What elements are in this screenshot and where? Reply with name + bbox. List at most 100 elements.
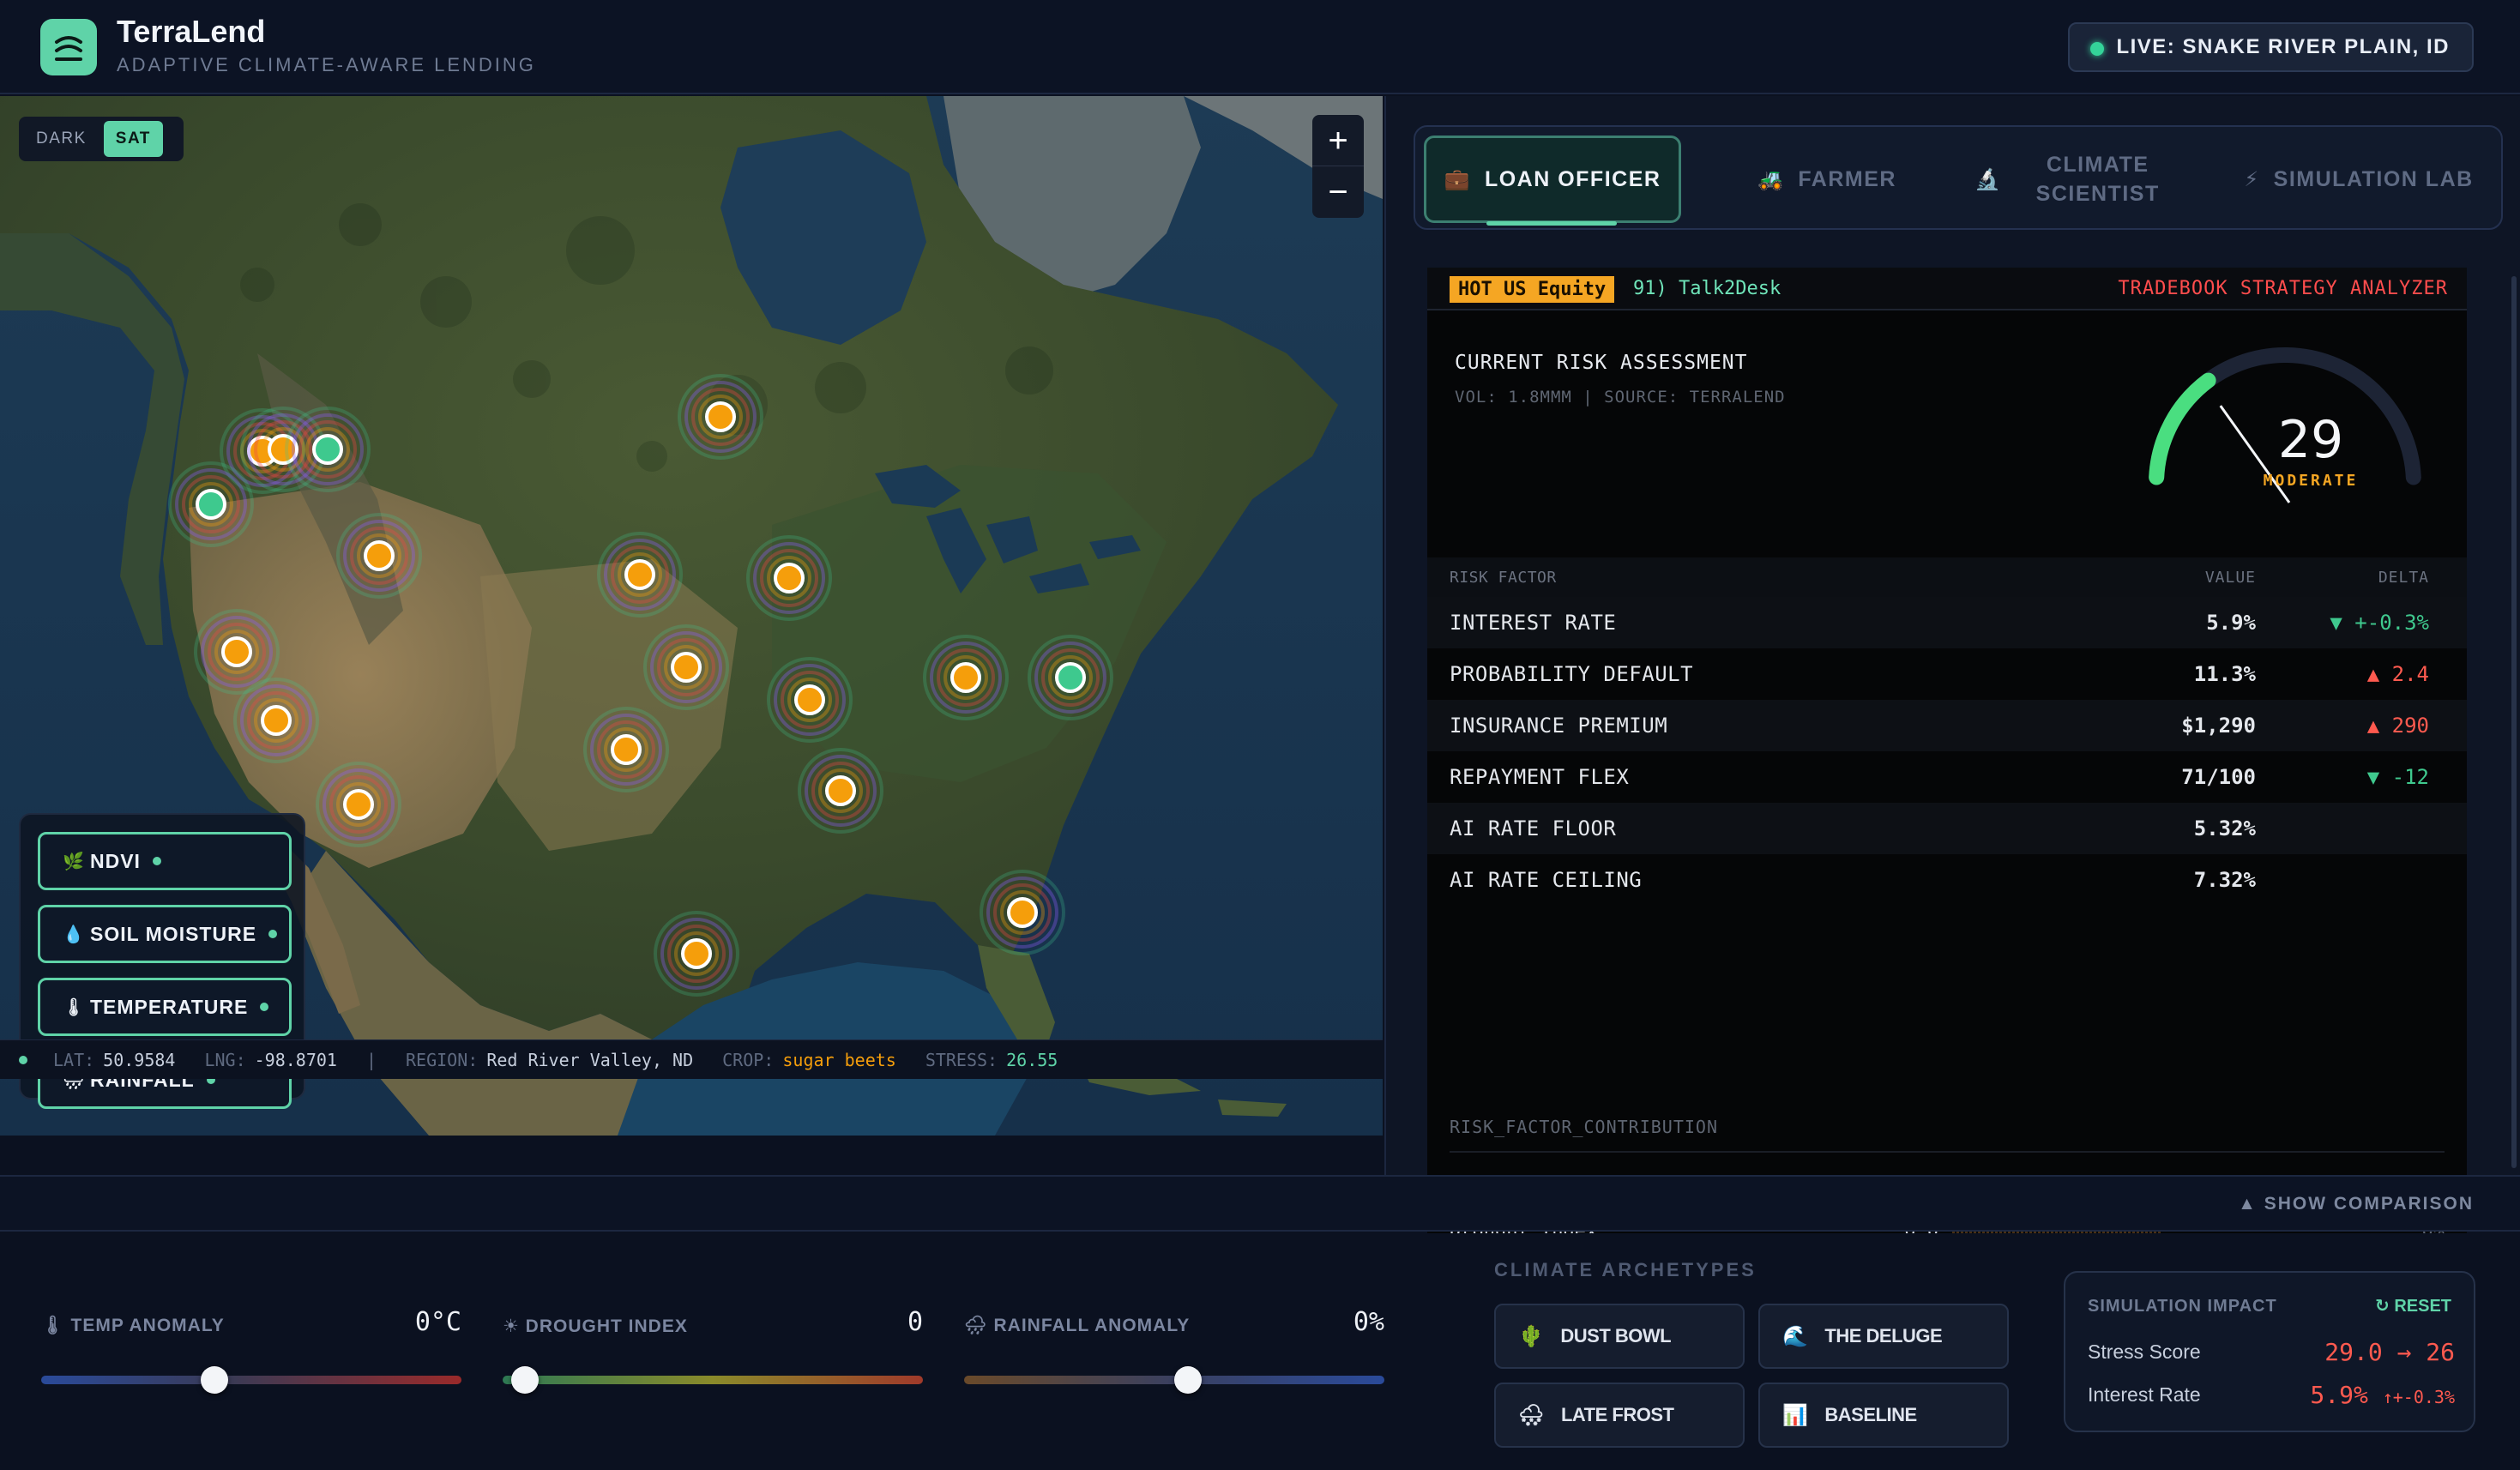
tab-loan-officer[interactable]: 💼 LOAN OFFICER: [1424, 136, 1681, 226]
risk-factor-value: 71/100: [2181, 765, 2256, 789]
risk-factor-name: PROBABILITY DEFAULT: [1450, 662, 1694, 686]
interest-rate-row: Interest Rate 5.9% ↑+-0.3%: [2088, 1381, 2455, 1409]
microscope-icon: 🔬: [1974, 167, 2002, 191]
temp-anomaly-label: 🌡 TEMP ANOMALY: [41, 1316, 225, 1335]
sprout-icon: 🌿: [63, 852, 85, 871]
table-row[interactable]: INSURANCE PREMIUM $1,290 ▲ 290: [1427, 700, 2467, 751]
farm-marker[interactable]: [194, 609, 280, 695]
zoom-out-button[interactable]: −: [1312, 166, 1364, 218]
satellite-map[interactable]: DARK SAT + − 🌿 NDVI 💧 SOIL MOISTURE 🌡 TE…: [0, 96, 1383, 1136]
interest-rate-label: Interest Rate: [2088, 1383, 2201, 1406]
status-dot: [19, 1055, 27, 1064]
farm-marker[interactable]: [1028, 635, 1113, 720]
tab-simulation-lab[interactable]: ⚡ SIMULATION LAB: [2222, 136, 2496, 223]
farm-marker[interactable]: [168, 461, 254, 547]
slider-thumb[interactable]: [201, 1366, 229, 1394]
table-row[interactable]: REPAYMENT FLEX 71/100 ▼ -12: [1427, 751, 2467, 803]
rainfall-anomaly-slider[interactable]: 🌧 RAINFALL ANOMALY 0%: [964, 1307, 1384, 1410]
risk-factor-name: AI RATE FLOOR: [1450, 816, 1617, 840]
layer-soil-moisture-button[interactable]: 💧 SOIL MOISTURE: [38, 905, 292, 963]
zoom-in-button[interactable]: +: [1312, 115, 1364, 166]
tractor-icon: 🚜: [1757, 167, 1785, 191]
layer-active-dot: [152, 857, 161, 865]
table-row[interactable]: PROBABILITY DEFAULT 11.3% ▲ 2.4: [1427, 648, 2467, 700]
contribution-title: RISK_FACTOR_CONTRIBUTION: [1450, 1117, 1718, 1137]
farm-marker[interactable]: [654, 911, 739, 997]
map-canvas[interactable]: [0, 96, 1383, 1136]
status-separator: |: [365, 1049, 377, 1070]
farm-marker[interactable]: [643, 624, 729, 710]
risk-factor-name: INSURANCE PREMIUM: [1450, 714, 1668, 738]
region-value: Red River Valley, ND: [486, 1049, 694, 1070]
crop-value: sugar beets: [782, 1049, 896, 1070]
archetype-deluge-button[interactable]: 🌊 THE DELUGE: [1758, 1304, 2009, 1369]
farm-marker[interactable]: [316, 762, 401, 847]
thermometer-icon: 🌡: [41, 1316, 71, 1335]
lightning-icon: ⚡: [2244, 167, 2260, 191]
farm-marker[interactable]: [767, 657, 853, 743]
table-row[interactable]: AI RATE FLOOR 5.32%: [1427, 803, 2467, 854]
tab-climate-scientist[interactable]: 🔬 CLIMATE SCIENTIST: [1938, 136, 2196, 223]
map-status-bar: LAT: 50.9584 LNG: -98.8701 | REGION: Red…: [0, 1039, 1383, 1079]
temp-anomaly-slider[interactable]: 🌡 TEMP ANOMALY 0°C: [41, 1307, 461, 1410]
lng-value: -98.8701: [254, 1049, 337, 1070]
cactus-icon: 🌵: [1518, 1324, 1544, 1348]
region-label: REGION:: [406, 1049, 479, 1070]
persona-tabs: 💼 LOAN OFFICER 🚜 FARMER 🔬 CLIMATE SCIENT…: [1414, 125, 2503, 230]
farm-markers[interactable]: [168, 374, 1113, 997]
risk-factor-name: INTEREST RATE: [1450, 611, 1617, 635]
farm-marker[interactable]: [285, 407, 371, 492]
terralend-logo: [40, 19, 97, 75]
layer-ndvi-button[interactable]: 🌿 NDVI: [38, 832, 292, 890]
risk-assessment-meta: VOL: 1.8MMM | SOURCE: TERRALEND: [1455, 388, 1786, 407]
archetype-dust-bowl-button[interactable]: 🌵 DUST BOWL: [1494, 1304, 1745, 1369]
archetype-late-frost-button[interactable]: 🌨 LATE FROST: [1494, 1383, 1745, 1448]
rain-cloud-icon: 🌧: [964, 1316, 994, 1335]
header-delta: DELTA: [2378, 568, 2429, 587]
farm-marker[interactable]: [923, 635, 1009, 720]
live-location-badge[interactable]: LIVE: SNAKE RIVER PLAIN, ID: [2068, 22, 2474, 72]
farm-marker[interactable]: [597, 532, 683, 618]
farm-marker[interactable]: [336, 513, 422, 599]
satellite-style-button[interactable]: SAT: [103, 121, 163, 157]
slider-track[interactable]: [41, 1376, 461, 1384]
farm-marker[interactable]: [798, 748, 883, 834]
archetype-baseline-button[interactable]: 📊 BASELINE: [1758, 1383, 2009, 1448]
tab-farmer[interactable]: 🚜 FARMER: [1741, 136, 1913, 223]
stress-score-label: Stress Score: [2088, 1340, 2201, 1363]
sun-icon: ☀: [503, 1316, 526, 1336]
risk-factor-delta: ▲ 2.4: [2366, 662, 2429, 686]
terminal-command[interactable]: 91) Talk2Desk: [1633, 278, 1781, 299]
farm-marker[interactable]: [678, 374, 763, 460]
dark-style-button[interactable]: DARK: [36, 130, 87, 148]
panel-scrollbar[interactable]: [2511, 276, 2517, 1168]
layers-logo-icon: [55, 36, 82, 61]
layer-label: SOIL MOISTURE: [90, 922, 257, 945]
drought-index-slider[interactable]: ☀ DROUGHT INDEX 0: [503, 1307, 923, 1410]
stress-score-value: 29.0 → 26: [2324, 1338, 2455, 1366]
slider-track[interactable]: [503, 1376, 923, 1384]
ticker-badge[interactable]: HOT US Equity: [1450, 276, 1615, 303]
rainfall-anomaly-label: 🌧 RAINFALL ANOMALY: [964, 1316, 1191, 1335]
right-panel: 💼 LOAN OFFICER 🚜 FARMER 🔬 CLIMATE SCIENT…: [1384, 96, 2520, 1359]
archetype-label: DUST BOWL: [1560, 1325, 1672, 1346]
risk-factor-delta: ▼ +-0.3%: [2330, 611, 2429, 635]
show-comparison-button[interactable]: ▲ SHOW COMPARISON: [2238, 1194, 2474, 1214]
farm-marker[interactable]: [583, 707, 669, 792]
risk-factor-name: REPAYMENT FLEX: [1450, 765, 1630, 789]
farm-marker[interactable]: [746, 535, 832, 621]
reset-button[interactable]: ↻ RESET: [2375, 1297, 2451, 1316]
map-style-toggle[interactable]: DARK SAT: [19, 117, 184, 161]
farm-marker[interactable]: [980, 870, 1065, 955]
risk-score-label: MODERATE: [2263, 472, 2359, 490]
table-row[interactable]: INTEREST RATE 5.9% ▼ +-0.3%: [1427, 597, 2467, 648]
table-row[interactable]: AI RATE CEILING 7.32%: [1427, 854, 2467, 906]
farm-marker[interactable]: [233, 678, 319, 763]
risk-factor-delta: ▼ -12: [2366, 765, 2429, 789]
analyzer-title: TRADEBOOK STRATEGY ANALYZER: [2118, 278, 2448, 299]
header-value: VALUE: [2204, 568, 2256, 587]
slider-thumb[interactable]: [510, 1366, 539, 1394]
layer-temperature-button[interactable]: 🌡 TEMPERATURE: [38, 978, 292, 1036]
slider-thumb[interactable]: [1174, 1366, 1202, 1394]
risk-factor-name: AI RATE CEILING: [1450, 868, 1643, 892]
